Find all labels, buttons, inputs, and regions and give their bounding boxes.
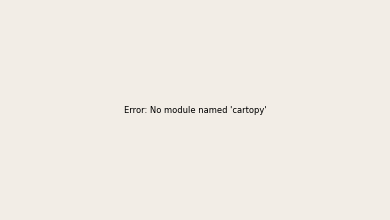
Text: Error: No module named 'cartopy': Error: No module named 'cartopy' [124, 106, 266, 114]
